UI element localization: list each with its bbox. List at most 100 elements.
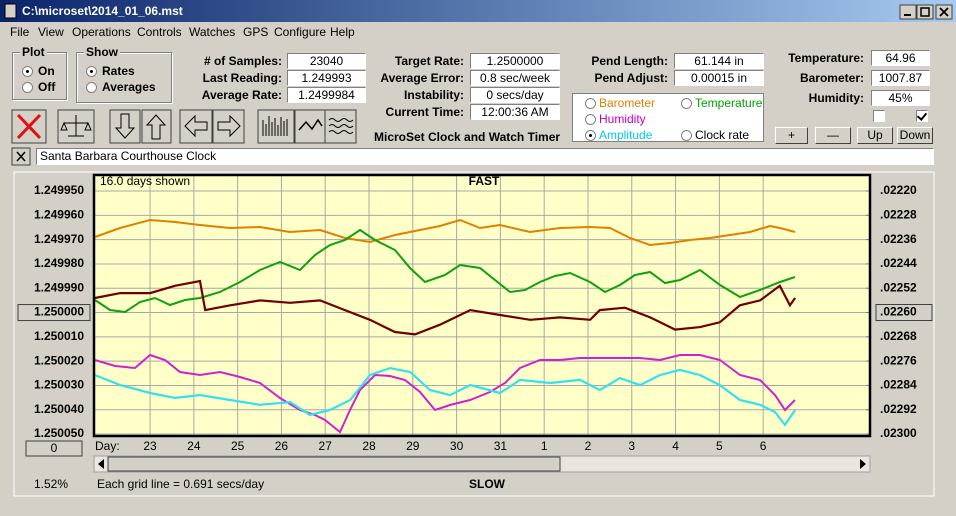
trace-option[interactable]: Amplitude [599,128,653,142]
x-tick-label: 27 [319,439,333,453]
down-glyph [114,113,136,139]
reading-label: Target Rate: [394,54,464,68]
scroll-left-arrow[interactable] [98,459,104,469]
checkbox[interactable] [873,110,885,122]
y-tick-label: 1.249970 [34,232,84,246]
scroll-thumb[interactable] [107,456,561,472]
radio-button[interactable] [681,130,692,141]
x-tick-label: 5 [716,439,723,453]
trace-line [94,228,796,314]
reading-label: Average Error: [380,71,464,85]
footer-percent: 1.52% [34,477,68,491]
x-tick-label: 25 [231,439,245,453]
menu-item[interactable]: View [38,25,64,39]
bars-button[interactable] [257,109,295,144]
y2-tick-label: .02220 [880,183,917,197]
maximize-glyph [920,7,930,17]
trace-selector [572,93,764,142]
balance-glyph [60,115,92,137]
radio-button[interactable] [22,82,33,93]
x-tick-label: 23 [143,439,157,453]
menu-item[interactable]: Watches [189,25,236,39]
center-rate-button[interactable] [17,304,91,322]
menu-item[interactable]: GPS [243,25,269,39]
days-shown: 16.0 days shown [100,174,190,188]
group-label: Plot [20,45,47,59]
menu-item[interactable]: Help [330,25,355,39]
y-tick-label: 1.250040 [34,402,84,416]
radio-button[interactable] [585,98,596,109]
reading-label: Pend Adjust: [594,71,668,85]
reading-label: Average Rate: [201,88,282,102]
x-tick-label: 26 [275,439,289,453]
close-glyph [939,7,949,17]
control-button[interactable]: Down [897,127,933,144]
radio-button[interactable] [86,82,97,93]
control-button[interactable]: Up [857,127,893,144]
scroll-right-arrow[interactable] [860,459,866,469]
zero-button-label: 0 [51,441,58,455]
reading-value: 1.2500000 [470,53,560,69]
radio-button[interactable] [585,114,596,125]
footnote: Each grid line = 0.691 secs/day [97,477,264,491]
y-tick-label: 1.250050 [34,426,84,440]
reading-value: 64.96 [871,50,930,66]
menu-item[interactable]: Operations [72,25,131,39]
y2-tick-label: .02260 [880,305,917,319]
x-tick-label: 29 [406,439,420,453]
radio-label[interactable]: On [38,64,55,78]
menu-item[interactable]: File [10,25,30,39]
reading-value: 61.144 in [674,53,764,69]
radio-button[interactable] [681,98,692,109]
reading-label: Humidity: [808,91,864,105]
watch-name[interactable]: Santa Barbara Courthouse Clock [36,148,934,165]
y-tick-label: 1.249950 [34,183,84,197]
series-line [94,279,796,336]
reading-label: Pend Length: [591,54,668,68]
trace-option[interactable]: Humidity [599,112,646,126]
x-tick-label: 31 [494,439,508,453]
radio-dot [26,70,29,73]
clear-watch-glyph [16,151,26,162]
y2-tick-label: .02284 [880,378,917,392]
reading-label: Current Time: [385,105,464,119]
y2-tick-label: .02228 [880,207,917,221]
reading-label: Temperature: [788,51,864,65]
y2-tick-label: .02292 [880,402,917,416]
radio-label[interactable]: Rates [102,64,135,78]
y2-tick-label: .02300 [880,426,917,440]
reading-label: # of Samples: [203,54,282,68]
reading-value: 45% [871,90,930,106]
y-tick-label: 1.250030 [34,378,84,392]
plot-border [92,173,872,438]
zero-button[interactable] [25,440,83,457]
radio-label[interactable]: Averages [102,80,156,94]
radio-label[interactable]: Off [38,80,56,94]
toolbar [11,109,357,166]
right-glyph [217,114,241,138]
wave-glyph [298,118,323,131]
y2-tick-label: .02268 [880,329,917,343]
control-button[interactable]: — [815,127,851,144]
trace-option[interactable]: Barometer [599,96,656,110]
trace-option[interactable]: Temperature [695,96,763,110]
y-tick-label: 1.250010 [34,329,84,343]
series-line [94,366,797,427]
x-tick-label: 4 [672,439,679,453]
menu-item[interactable]: Controls [137,25,182,39]
bottom-label: SLOW [469,477,506,491]
trace-line [94,218,796,247]
app-icon [4,3,17,19]
radio-dot [589,134,592,137]
checkbox[interactable] [916,110,928,122]
menu-item[interactable]: Configure [274,25,327,39]
trace-option[interactable]: Clock rate [695,128,750,142]
noise-glyph [328,118,354,134]
center-amplitude-button[interactable] [875,304,933,322]
control-button[interactable]: + [775,127,808,144]
bars-glyph [262,116,288,136]
trace-line [94,353,796,434]
x-tick-label: 30 [450,439,464,453]
